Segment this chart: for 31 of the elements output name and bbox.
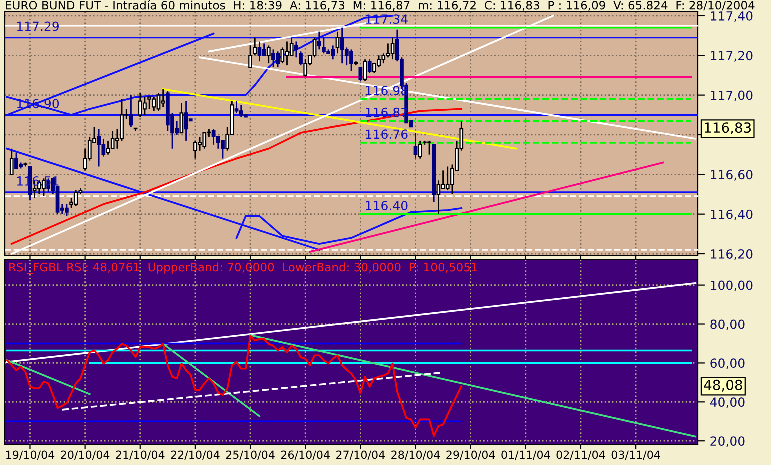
x-tick-label: 28/10/04 xyxy=(392,450,440,460)
y-tick-label: 117,00 xyxy=(711,90,753,102)
x-tick-label: 20/10/04 xyxy=(61,450,110,460)
y-tick-label: 116,40 xyxy=(711,210,753,221)
chart-title: RSI_FGBL RSI: 48,0761 UppperBand: 70,0000 LowerBand: 30,0000 P: 100,5051 xyxy=(10,262,478,274)
y-tick-label: 117,40 xyxy=(711,11,753,22)
text: 48,08 xyxy=(704,380,742,392)
x-tick-label: 21/10/04 xyxy=(116,450,165,460)
y-tick-label: 100,00 xyxy=(711,280,753,292)
y-tick-label: 116,60 xyxy=(711,170,753,181)
x-tick-label: 26/10/04 xyxy=(281,450,330,460)
x-tick-label: 22/10/04 xyxy=(171,450,220,460)
x-tick-label: 19/10/04 xyxy=(6,450,55,460)
text: 116,83 xyxy=(705,122,752,134)
y-tick-label: 20,00 xyxy=(710,436,745,448)
series-label: 117.34 xyxy=(366,14,408,24)
x-tick-label: 01/11/04 xyxy=(502,450,550,460)
y-tick-label: 117,20 xyxy=(711,51,753,62)
series-label: 116.76 xyxy=(366,130,408,140)
x-tick-label: 02/11/04 xyxy=(556,450,606,460)
x-tick-label: 03/11/04 xyxy=(612,450,660,460)
x-tick-label: 25/10/04 xyxy=(226,450,275,460)
chart-title: EURO BUND FUT - Intradía 60 minutos H: 18:39 A: 116,73 M: 116,87 m: 116,72 C: 116,83 P : 116,09 V: 65.824 F: 28/10/2004 xyxy=(6,0,755,11)
x-tick-label: 29/10/04 xyxy=(446,450,496,460)
x-tick-label: 27/10/04 xyxy=(336,450,386,460)
ref-line-label: 117.29 xyxy=(17,22,59,32)
series-label: 116.40 xyxy=(366,201,408,211)
y-tick-label: 116,20 xyxy=(711,249,753,260)
y-tick-label: 80,00 xyxy=(710,320,745,330)
y-tick-label: 60,00 xyxy=(710,358,745,370)
y-tick-label: 40,00 xyxy=(710,398,745,408)
